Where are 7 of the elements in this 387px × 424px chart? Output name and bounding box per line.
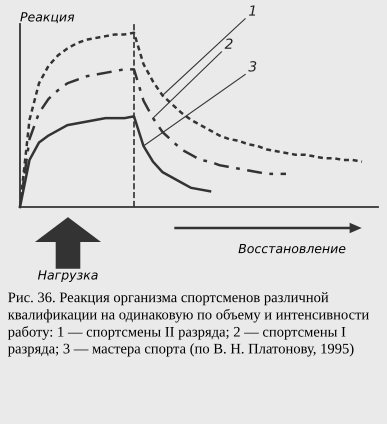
y-axis-title: Реакция [20,12,74,24]
text: 1 [249,6,256,16]
x-axis-title: Восстановление [238,244,346,254]
text: 2 [224,38,233,49]
text: Нагрузка [38,270,98,282]
text: 3 [248,61,256,72]
text: Рис. 36. Реакция организма спортсменов различной квалификации на одинаковую по объему и интенсивности работу: 1 — спортсмены II разряда; 2 — спортсмены I разряда; 3 — мастера спорта (по В. Н. Платонову, 1995) [8,292,369,357]
